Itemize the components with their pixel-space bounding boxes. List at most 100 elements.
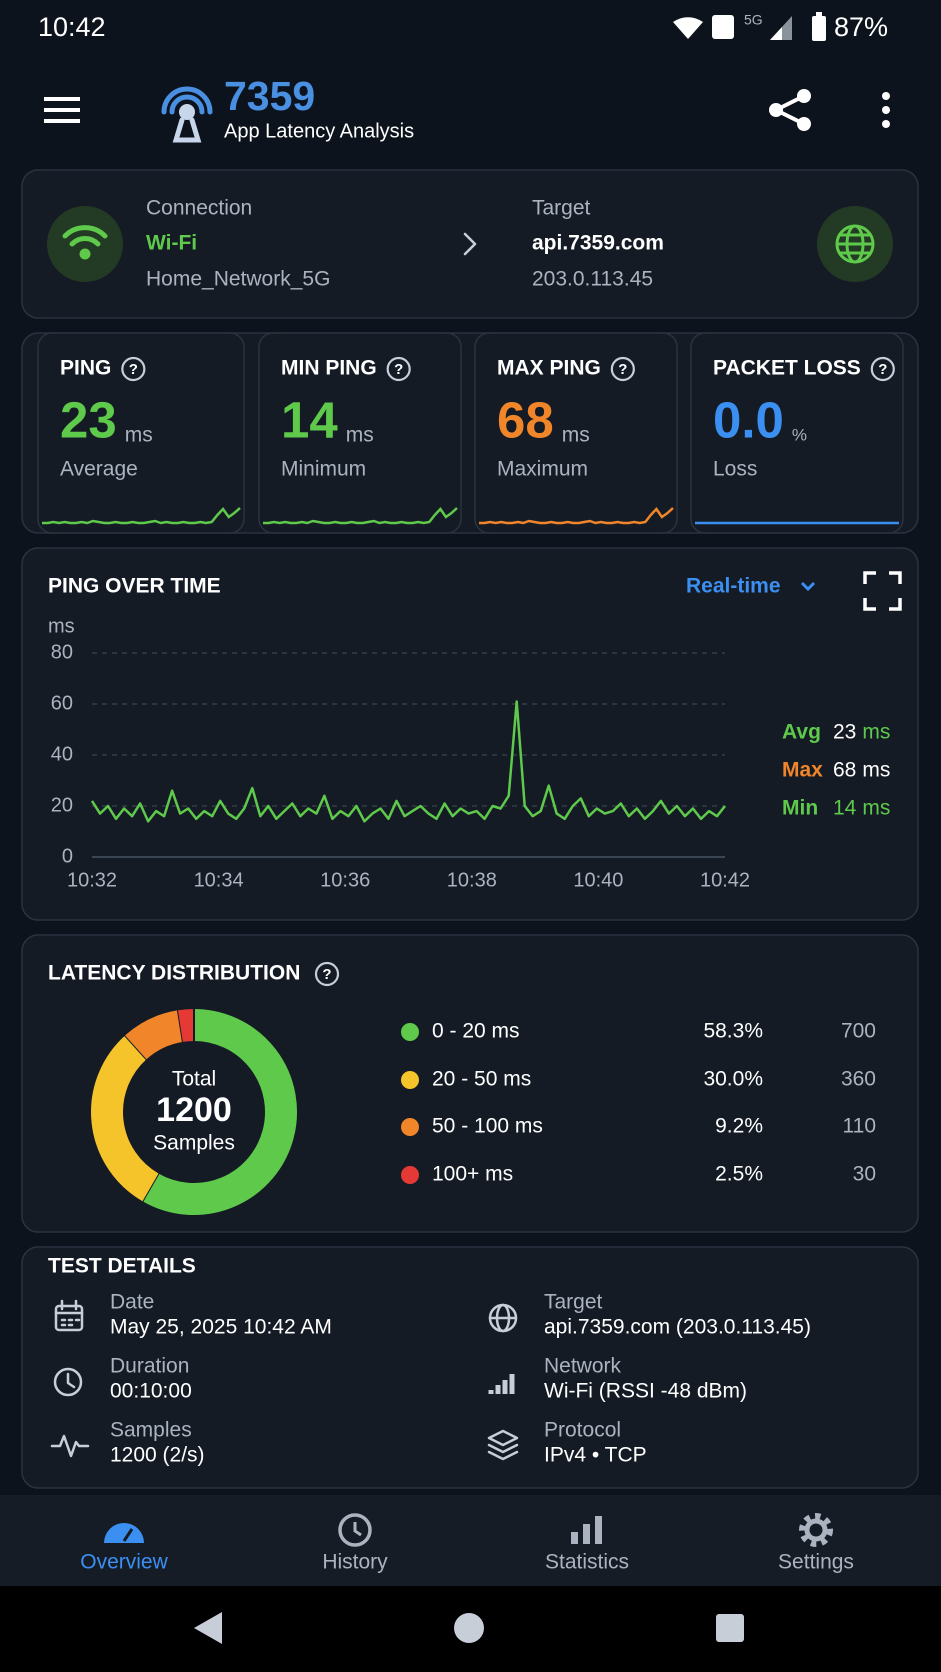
total-unit: Samples [153, 1132, 235, 1155]
stat-card [258, 332, 462, 534]
range-count: 360 [841, 1068, 876, 1091]
help-mark: ? [878, 361, 887, 378]
range-selector[interactable]: Real-time [686, 575, 781, 598]
app-title: 7359 [224, 73, 315, 119]
detail-label: Protocol [544, 1419, 621, 1442]
stat-value: 68 [497, 391, 554, 448]
stat-card [37, 332, 245, 534]
help-mark: ? [129, 361, 138, 378]
menu-button[interactable] [44, 97, 80, 123]
detail-icons [50, 1299, 519, 1461]
nav-item[interactable]: Settings [778, 1551, 854, 1574]
ping-line [90, 700, 726, 823]
x-tick-label: 10:38 [447, 869, 497, 891]
stat-unit: ms [346, 424, 374, 447]
x-tick-label: 10:32 [67, 869, 117, 891]
detail-value: IPv4 • TCP [544, 1444, 647, 1467]
stat-unit: ms [562, 424, 590, 447]
x-tick-label: 10:40 [573, 869, 623, 891]
donut-segment [125, 1010, 184, 1060]
stat-value: 23 [60, 391, 117, 448]
help-mark: ? [618, 361, 627, 378]
nav-item[interactable]: Statistics [545, 1551, 629, 1574]
legend-value: 14 [833, 797, 857, 820]
help-icon[interactable] [610, 356, 635, 382]
x-tick-label: 10:42 [700, 869, 750, 891]
sparkline [42, 507, 241, 525]
connection-card[interactable] [21, 169, 919, 319]
globe-icon [835, 224, 875, 264]
legend-value: 68 [833, 759, 856, 782]
range-count: 700 [841, 1020, 876, 1043]
help-mark: ? [394, 361, 403, 378]
more-button[interactable] [882, 92, 890, 128]
stat-title: MIN PING [281, 357, 377, 380]
legend-unit: ms [862, 797, 890, 820]
legend-dot [401, 1166, 419, 1184]
app-logo [161, 86, 213, 143]
distribution-title: LATENCY DISTRIBUTION [48, 962, 300, 985]
donut-segment [177, 1008, 195, 1042]
stat-value: 14 [281, 391, 338, 448]
stat-caption: Maximum [497, 458, 588, 481]
total-label: Total [172, 1068, 216, 1091]
legend-dot [401, 1023, 419, 1041]
range-chevron[interactable] [800, 581, 816, 592]
stat-card [474, 332, 678, 534]
detail-value: 00:10:00 [110, 1380, 192, 1403]
help-icon[interactable] [121, 356, 146, 382]
nav-item[interactable]: History [322, 1551, 388, 1574]
range-percent: 30.0% [703, 1068, 763, 1091]
range-percent: 58.3% [703, 1020, 763, 1043]
connection-label: Connection [146, 197, 252, 220]
app-subtitle: App Latency Analysis [224, 120, 414, 142]
details-card [21, 1246, 919, 1489]
detail-value: 1200 (2/s) [110, 1444, 205, 1467]
x-tick-label: 10:34 [194, 869, 244, 891]
help-icon[interactable]: ? [314, 961, 340, 987]
legend-dot [401, 1118, 419, 1136]
stat-card [690, 332, 904, 534]
wifi-icon [62, 225, 108, 260]
y-tick-label: 60 [51, 692, 73, 714]
detail-value: May 25, 2025 10:42 AM [110, 1316, 332, 1339]
y-tick-label: 40 [51, 743, 73, 765]
detail-label: Date [110, 1291, 154, 1314]
home-button[interactable] [454, 1613, 484, 1643]
y-tick-label: 20 [51, 794, 73, 816]
range-label: 50 - 100 ms [432, 1115, 543, 1138]
nav-item[interactable]: Overview [80, 1551, 168, 1574]
detail-label: Samples [110, 1419, 192, 1442]
svg-text:?: ? [322, 966, 331, 983]
stat-title: PING [60, 357, 111, 380]
fullscreen-button[interactable] [863, 571, 902, 611]
target-ip: 203.0.113.45 [532, 268, 653, 291]
chevron [463, 232, 477, 256]
connection-ssid: Home_Network_5G [146, 268, 330, 291]
help-icon[interactable] [386, 356, 411, 382]
sparkline [263, 507, 458, 525]
legend-unit: ms [862, 759, 890, 782]
recents-button[interactable] [716, 1614, 744, 1642]
donut-divider [141, 1172, 160, 1203]
donut-segment [91, 1035, 159, 1202]
legend-dot [401, 1071, 419, 1089]
legend-value: 23 [833, 721, 856, 744]
status-time: 10:42 [38, 12, 106, 42]
detail-value: Wi-Fi (RSSI -48 dBm) [544, 1380, 747, 1403]
range-label: 20 - 50 ms [432, 1068, 531, 1091]
detail-value: api.7359.com (203.0.113.45) [544, 1316, 811, 1339]
app-bar [0, 60, 941, 162]
distribution-card [21, 934, 919, 1233]
total-value: 1200 [156, 1091, 232, 1129]
share-button[interactable] [769, 89, 811, 131]
help-icon[interactable] [870, 356, 895, 382]
bottom-nav [0, 1495, 941, 1586]
stat-value: 0.0 [713, 391, 784, 448]
back-button[interactable] [194, 1612, 222, 1644]
range-count: 110 [843, 1115, 876, 1138]
x-tick-label: 10:36 [320, 869, 370, 891]
target-host: api.7359.com [532, 232, 664, 255]
ping-chart-card [21, 547, 919, 921]
